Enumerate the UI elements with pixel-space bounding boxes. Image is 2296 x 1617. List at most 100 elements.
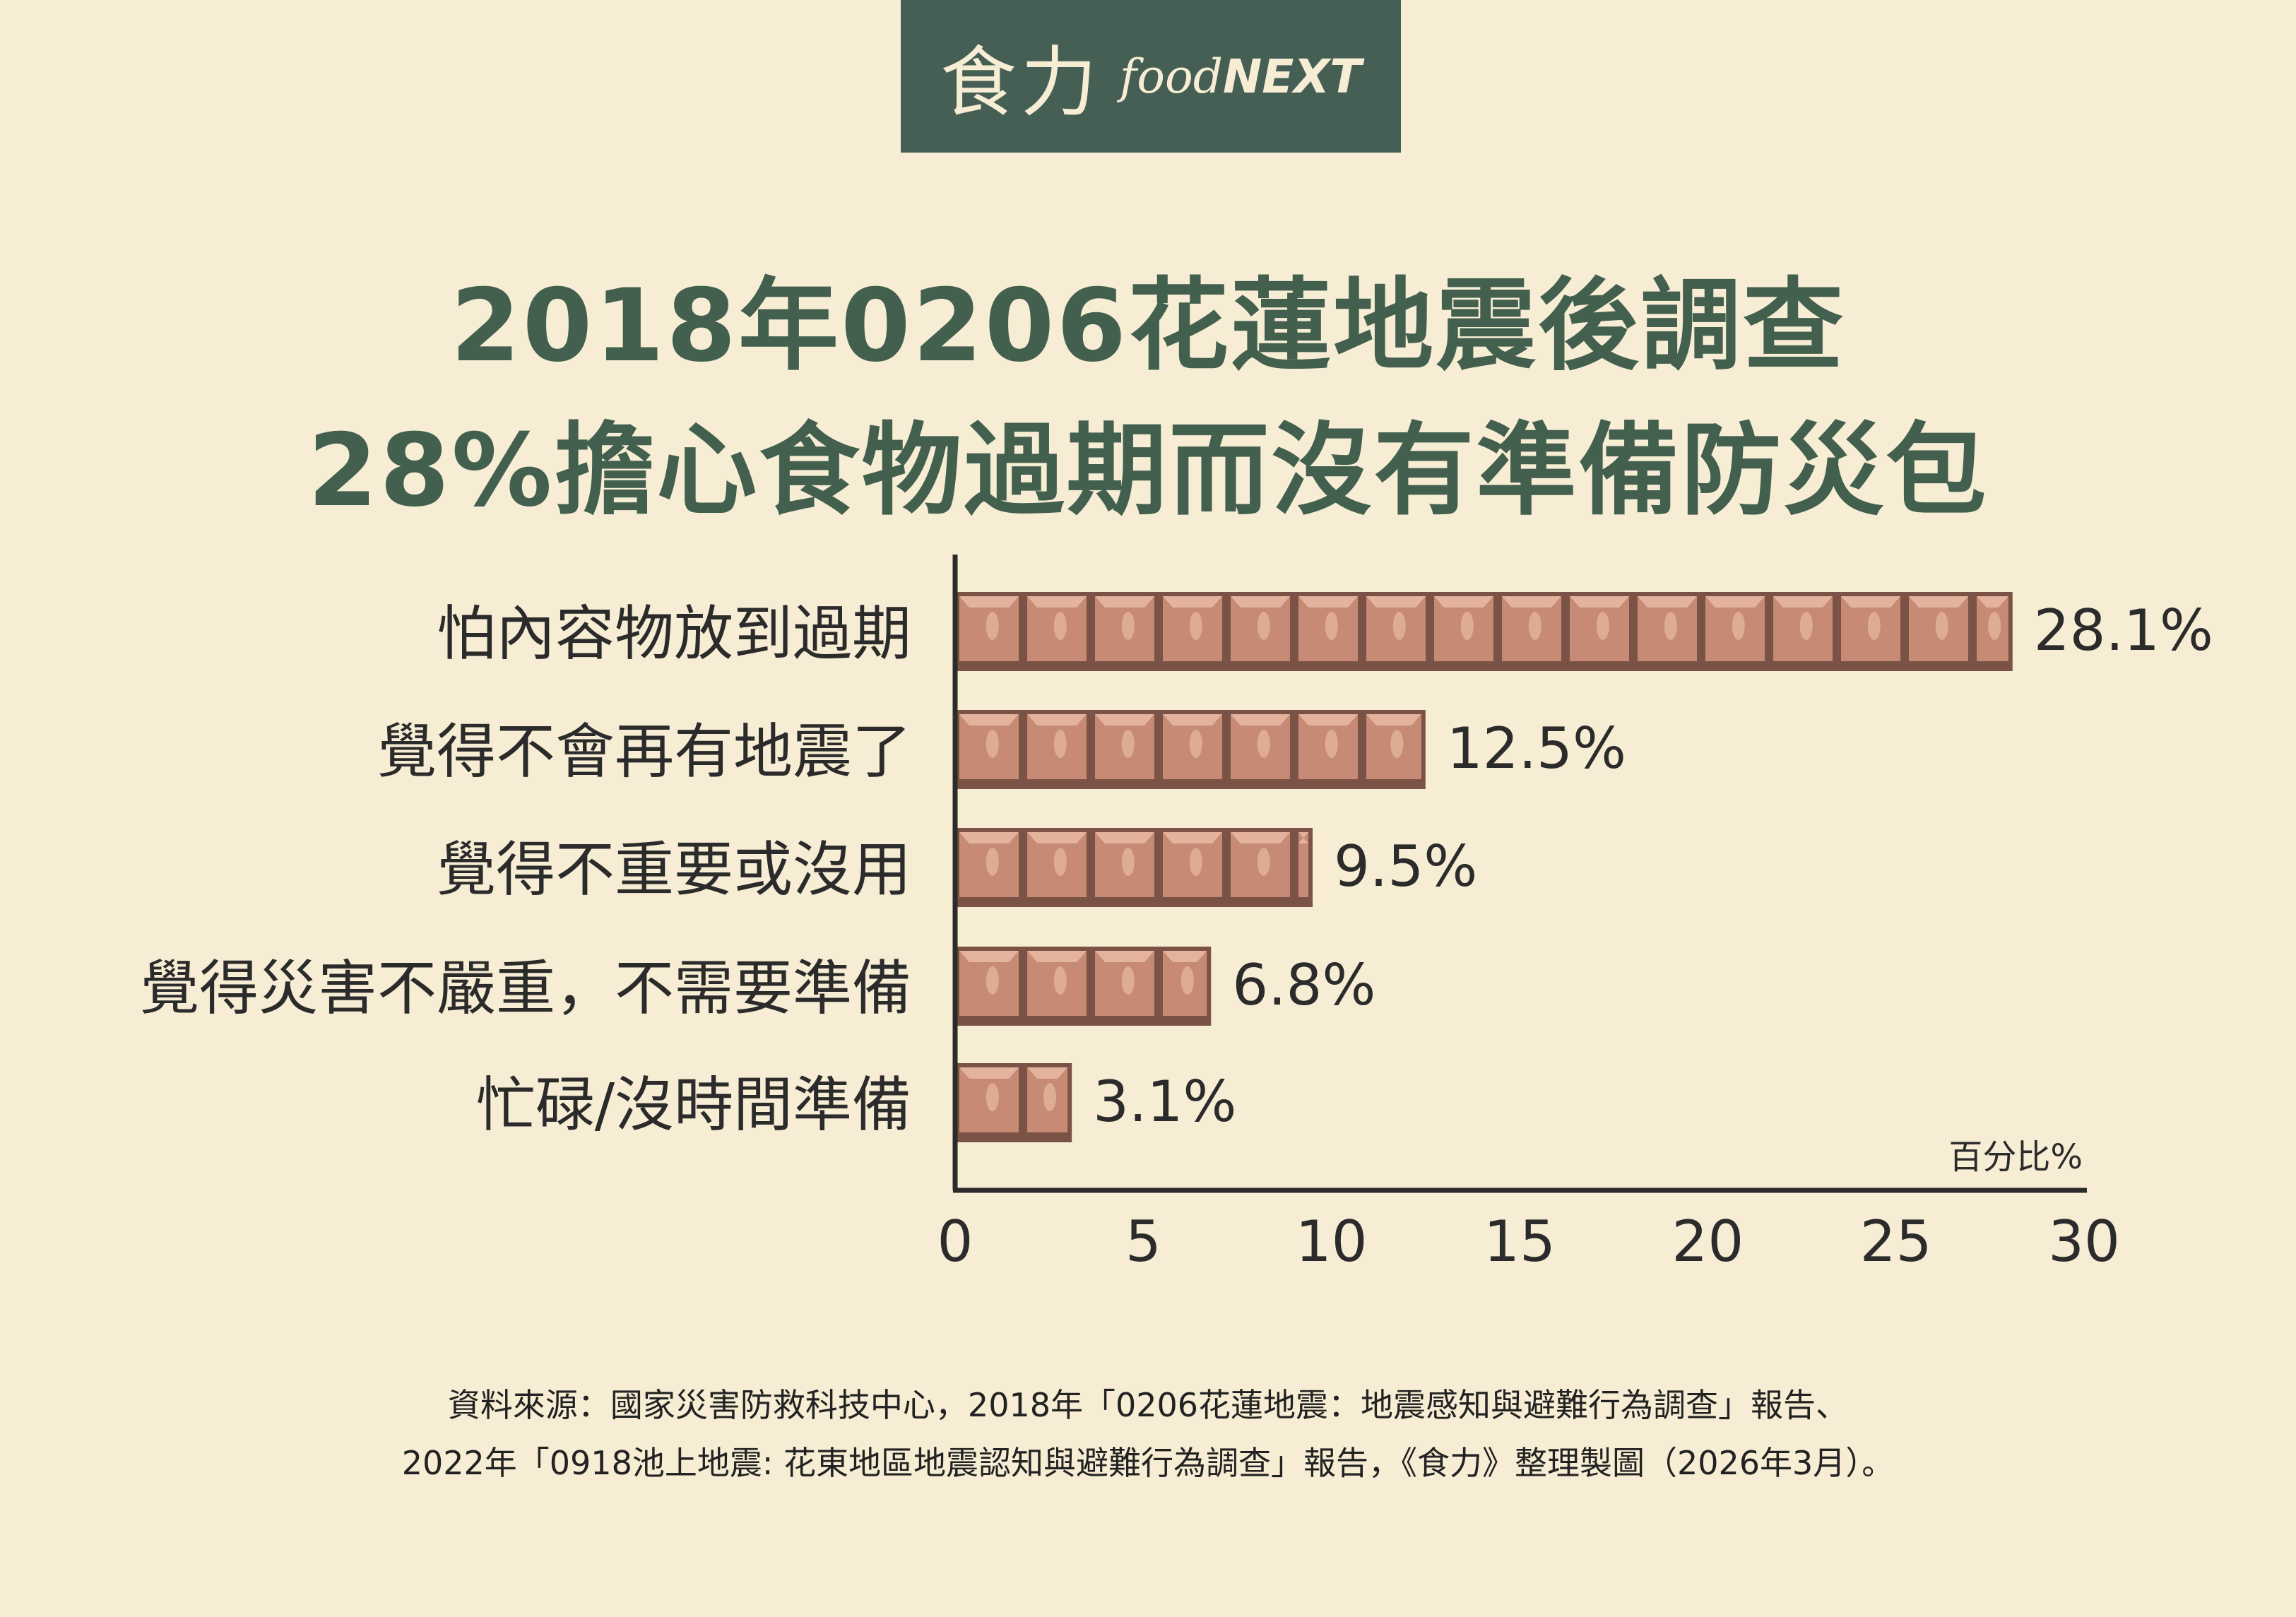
bar-cell-highlight: [1163, 596, 1222, 608]
bar-cell-highlight: [1570, 596, 1629, 608]
bar-cell-shine: [1053, 848, 1067, 876]
bar-cell-highlight: [1163, 832, 1222, 843]
chart-title-line-1: 2018年0206花蓮地震後調查: [450, 268, 1846, 384]
bar-cell-highlight: [1231, 832, 1290, 843]
source-note-line-1: 資料來源：國家災害防救科技中心，2018年「0206花蓮地震：地震感知與避難行為…: [447, 1386, 1849, 1424]
bar-cell-highlight: [1095, 951, 1154, 962]
bar-cell: [1298, 832, 1309, 897]
bar-cell-shine: [1528, 612, 1541, 640]
bar-cell-highlight: [1909, 596, 1968, 608]
bar-cell-highlight: [1231, 596, 1290, 608]
bar-cell-shine: [986, 966, 999, 995]
source-note-line-2: 2022年「0918池上地震: 花東地區地震認知與避難行為調查」報告，《食力》整…: [401, 1444, 1895, 1482]
bar-value-label: 9.5%: [1334, 834, 1477, 899]
bar-cell-shine: [1664, 612, 1677, 640]
brand-logo: 食力 foodNEXT: [901, 0, 1401, 153]
bar-cell-shine: [1189, 730, 1202, 758]
bar-cell-highlight: [1366, 596, 1426, 608]
x-tick-label: 30: [2048, 1209, 2120, 1274]
bar-cell-shine: [1460, 612, 1474, 640]
bar-cell-highlight: [1366, 714, 1421, 725]
category-label: 覺得不重要或沒用: [437, 835, 911, 904]
bar-cell-highlight: [1231, 714, 1290, 725]
bar-cell-shine: [1189, 612, 1202, 640]
bar-cell-shine: [1325, 612, 1338, 640]
bar-cell-shine: [1043, 1083, 1057, 1111]
bar-cell-shine: [986, 612, 999, 640]
logo-english-text: foodNEXT: [1120, 49, 1361, 104]
bar-chart: 28.1% 怕內容物放到過期 12.5% 覺得不會再有地震了 9.5% 覺得不重要或沒用 6…: [140, 555, 2213, 1274]
bar-cell-highlight: [1705, 596, 1765, 608]
bar-cell-shine: [1257, 848, 1270, 876]
category-label: 怕內容物放到過期: [437, 599, 911, 668]
bar-cell-shine: [1180, 966, 1194, 995]
x-tick-label: 25: [1860, 1209, 1932, 1274]
bar: [955, 1063, 1072, 1142]
bar-cell-highlight: [1027, 832, 1087, 843]
bar-cell-highlight: [959, 951, 1019, 962]
bar-cell-highlight: [1095, 832, 1154, 843]
bar-cell-highlight: [1977, 596, 2008, 608]
bar-cell-shine: [1935, 612, 1948, 640]
bar-cell-shine: [1732, 612, 1745, 640]
bar-cell-shine: [1189, 848, 1202, 876]
bar-value-label: 28.1%: [2034, 598, 2213, 663]
x-axis-unit-label: 百分比%: [1948, 1137, 2083, 1177]
bar-cell-highlight: [1027, 596, 1087, 608]
bar-cell-shine: [986, 730, 999, 758]
bar-cell-highlight: [1095, 596, 1154, 608]
chart-title-line-2: 28%擔心食物過期而沒有準備防災包: [307, 413, 1989, 529]
bar-cell-shine: [1325, 730, 1338, 758]
bar-cell-shine: [1053, 730, 1067, 758]
bar-cell-shine: [1867, 612, 1881, 640]
bar-cell-shine: [1988, 612, 2001, 640]
bar-cell-highlight: [1027, 714, 1087, 725]
bar-cell-shine: [1392, 612, 1406, 640]
bar-cell-highlight: [1434, 596, 1493, 608]
bar-value-label: 3.1%: [1093, 1069, 1236, 1135]
logo-english-suffix: NEXT: [1222, 49, 1362, 104]
bar-cell-shine: [1121, 966, 1135, 995]
bar-cell-shine: [1257, 612, 1270, 640]
category-label: 忙碌/沒時間準備: [476, 1070, 911, 1139]
x-tick-label: 0: [937, 1209, 974, 1274]
x-tick-label: 10: [1296, 1209, 1368, 1274]
bar-cell-shine: [1121, 612, 1135, 640]
bar-cell-shine: [986, 848, 999, 876]
bar-cell-shine: [1596, 612, 1609, 640]
logo-english-prefix: food: [1119, 49, 1223, 104]
logo-chinese-text: 食力: [940, 39, 1101, 127]
bar-cell-highlight: [1027, 1067, 1068, 1079]
bar-cell-highlight: [959, 1067, 1019, 1079]
bar-cell-shine: [1799, 612, 1813, 640]
bar-cell-highlight: [1298, 832, 1309, 843]
bar-cell-shine: [1121, 848, 1135, 876]
bar-cell-highlight: [959, 832, 1019, 843]
x-tick-label: 20: [1671, 1209, 1744, 1274]
bar: [955, 710, 1426, 789]
category-label: 覺得不會再有地震了: [377, 717, 911, 786]
bar-cell-highlight: [1638, 596, 1697, 608]
bar-cell-shine: [1390, 730, 1404, 758]
bar-value-label: 6.8%: [1232, 952, 1375, 1018]
bar: [955, 947, 1212, 1026]
category-label: 覺得災害不嚴重，不需要準備: [140, 954, 911, 1023]
bar-cell-highlight: [1163, 951, 1207, 962]
bar-cell-highlight: [1773, 596, 1833, 608]
bar: [955, 592, 2013, 671]
bar-value-label: 12.5%: [1447, 716, 1626, 781]
bar-cell-shine: [1053, 612, 1067, 640]
x-tick-label: 15: [1484, 1209, 1556, 1274]
bar-cell-shine: [986, 1083, 999, 1111]
bar-cell-highlight: [1298, 714, 1358, 725]
bar-cell-highlight: [1095, 714, 1154, 725]
bar-cell-shine: [1053, 966, 1067, 995]
x-tick-label: 5: [1125, 1209, 1161, 1274]
bar-cell-highlight: [959, 596, 1019, 608]
bar-cell-shine: [1257, 730, 1270, 758]
bar: [955, 828, 1313, 907]
bar-cell-highlight: [1298, 596, 1358, 608]
bar-cell-highlight: [1163, 714, 1222, 725]
bar-cell-highlight: [1027, 951, 1087, 962]
bar-cell-shine: [1121, 730, 1135, 758]
